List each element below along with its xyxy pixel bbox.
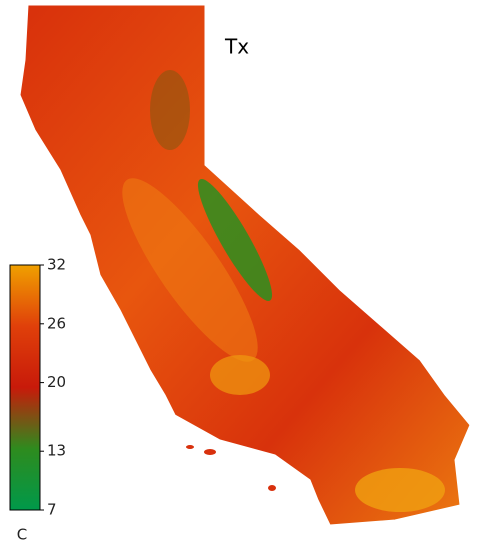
island xyxy=(268,485,276,491)
island xyxy=(186,445,194,449)
colorbar-tick-label: 20 xyxy=(47,373,66,391)
colorbar xyxy=(9,264,41,511)
island xyxy=(204,449,216,455)
colorbar-tick-label: 7 xyxy=(47,501,57,519)
colorbar-tick-label: 13 xyxy=(47,442,66,460)
colorbar-unit: C xyxy=(17,526,27,544)
colorbar-tick-label: 32 xyxy=(47,256,66,274)
north-green xyxy=(150,70,190,150)
sierra-green xyxy=(197,178,273,302)
valley-hot xyxy=(210,355,270,395)
desert-hot xyxy=(355,468,445,512)
map-title: Tx xyxy=(224,35,249,59)
colorbar-tick-label: 26 xyxy=(47,314,66,332)
california xyxy=(19,4,471,526)
central-valley xyxy=(122,178,258,362)
